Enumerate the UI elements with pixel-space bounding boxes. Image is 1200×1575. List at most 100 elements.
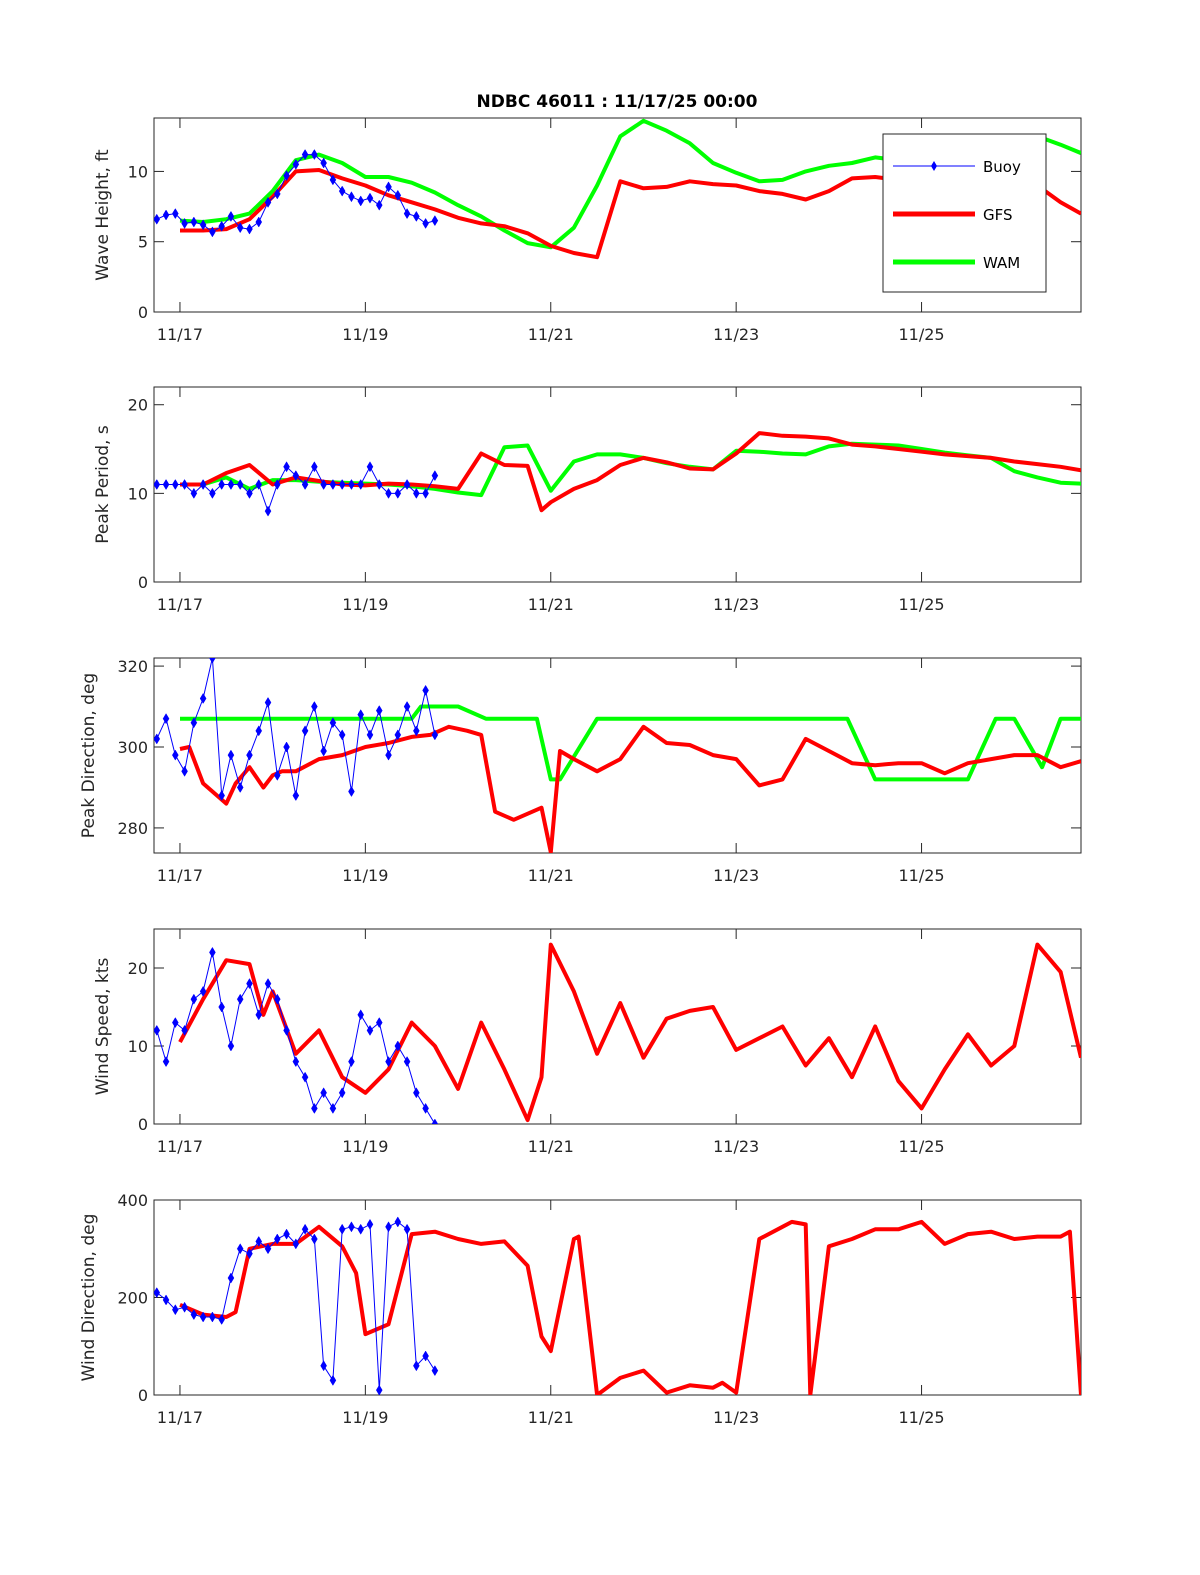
buoy-point: [394, 189, 402, 201]
buoy-point: [292, 790, 300, 802]
buoy-point: [348, 1056, 355, 1068]
buoy-point: [422, 1350, 429, 1362]
y-tick-label: 0: [138, 573, 148, 592]
buoy-point: [154, 479, 161, 490]
x-tick-label: 11/21: [528, 1137, 574, 1156]
y-tick-label: 320: [117, 657, 148, 676]
buoy-point: [255, 479, 263, 490]
buoy-point: [227, 479, 235, 490]
buoy-point: [218, 220, 225, 232]
buoy-point: [273, 479, 281, 490]
buoy-point: [154, 1287, 161, 1299]
x-tick-label: 11/21: [528, 1408, 574, 1427]
buoy-point: [366, 729, 374, 741]
buoy-point: [199, 985, 207, 997]
buoy-point: [320, 1087, 327, 1099]
buoy-point: [181, 765, 188, 777]
buoy-point: [273, 188, 281, 200]
series-line-gfs: [178, 942, 1081, 1123]
x-tick-label: 11/25: [899, 595, 945, 614]
x-tick-label: 11/25: [899, 1137, 945, 1156]
buoy-point: [283, 170, 290, 182]
buoy-point: [348, 786, 355, 797]
buoy-point: [172, 1304, 179, 1316]
axes-box: [153, 928, 1082, 1125]
buoy-point: [431, 470, 439, 482]
buoy-point: [264, 1243, 272, 1255]
x-tick-label: 11/19: [342, 1408, 388, 1427]
x-tick-label: 11/21: [528, 866, 574, 885]
series-line-buoy: [156, 951, 436, 1124]
buoy-point: [181, 479, 188, 490]
buoy-point: [394, 1040, 402, 1052]
buoy-point: [154, 733, 161, 745]
buoy-point: [181, 1301, 188, 1313]
axes-box: [153, 1199, 1082, 1396]
buoy-point: [218, 1313, 225, 1325]
x-tick-label: 11/17: [157, 866, 203, 885]
buoy-point: [348, 1221, 355, 1233]
buoy-point: [385, 1056, 392, 1068]
buoy-point: [283, 741, 290, 753]
buoy-point: [394, 1216, 402, 1228]
buoy-point: [357, 709, 365, 721]
buoy-point: [172, 749, 179, 761]
buoy-point: [329, 479, 337, 490]
buoy-point: [357, 479, 365, 490]
buoy-point: [283, 1228, 290, 1240]
buoy-point: [431, 1118, 439, 1124]
x-tick-label: 11/17: [157, 595, 203, 614]
buoy-point: [154, 1024, 161, 1036]
buoy-point: [385, 1221, 392, 1233]
buoy-point: [348, 479, 355, 490]
buoy-point: [154, 213, 161, 225]
buoy-point: [246, 223, 253, 235]
buoy-point: [227, 749, 235, 761]
x-tick-label: 11/17: [157, 1408, 203, 1427]
buoy-point: [199, 1311, 207, 1323]
buoy-point: [273, 993, 281, 1005]
x-tick-label: 11/23: [713, 866, 759, 885]
buoy-point: [190, 216, 198, 228]
buoy-point: [292, 470, 300, 482]
buoy-point: [264, 196, 272, 208]
buoy-point: [422, 487, 429, 499]
buoy-point: [431, 215, 439, 227]
buoy-point: [311, 461, 318, 473]
y-tick-label: 10: [128, 484, 148, 503]
axes-box: [153, 117, 1082, 313]
buoy-point: [264, 978, 272, 990]
buoy-point: [366, 1218, 374, 1230]
buoy-point: [338, 1087, 346, 1099]
x-tick-label: 11/19: [342, 325, 388, 344]
plot-area: [154, 942, 1081, 1124]
buoy-point: [320, 157, 327, 169]
buoy-point: [209, 226, 216, 238]
buoy-point: [181, 1024, 188, 1036]
y-axis-label: Peak Period, s: [93, 425, 113, 544]
buoy-point: [413, 1087, 420, 1099]
buoy-point: [209, 658, 216, 664]
buoy-point: [199, 692, 207, 704]
buoy-point: [246, 487, 253, 499]
buoy-point: [218, 1001, 225, 1013]
buoy-point: [301, 1071, 309, 1083]
buoy-point: [199, 219, 207, 231]
legend-label: WAM: [983, 254, 1020, 272]
legend: Buoy GFS WAM: [882, 133, 1047, 293]
series-line-gfs: [180, 431, 1081, 513]
buoy-point: [403, 1223, 411, 1235]
buoy-point: [162, 1056, 170, 1068]
buoy-point: [283, 461, 290, 473]
buoy-point: [422, 1102, 429, 1114]
buoy-point: [255, 216, 263, 228]
legend-label: GFS: [983, 206, 1013, 224]
axes-box: [153, 386, 1082, 583]
buoy-point: [190, 1309, 198, 1321]
buoy-point: [255, 725, 263, 737]
buoy-point: [209, 946, 216, 958]
buoy-point: [246, 749, 253, 761]
buoy-point: [366, 461, 374, 473]
chart-title: NDBC 46011 : 11/17/25 00:00: [477, 92, 758, 112]
buoy-point: [209, 1311, 216, 1323]
